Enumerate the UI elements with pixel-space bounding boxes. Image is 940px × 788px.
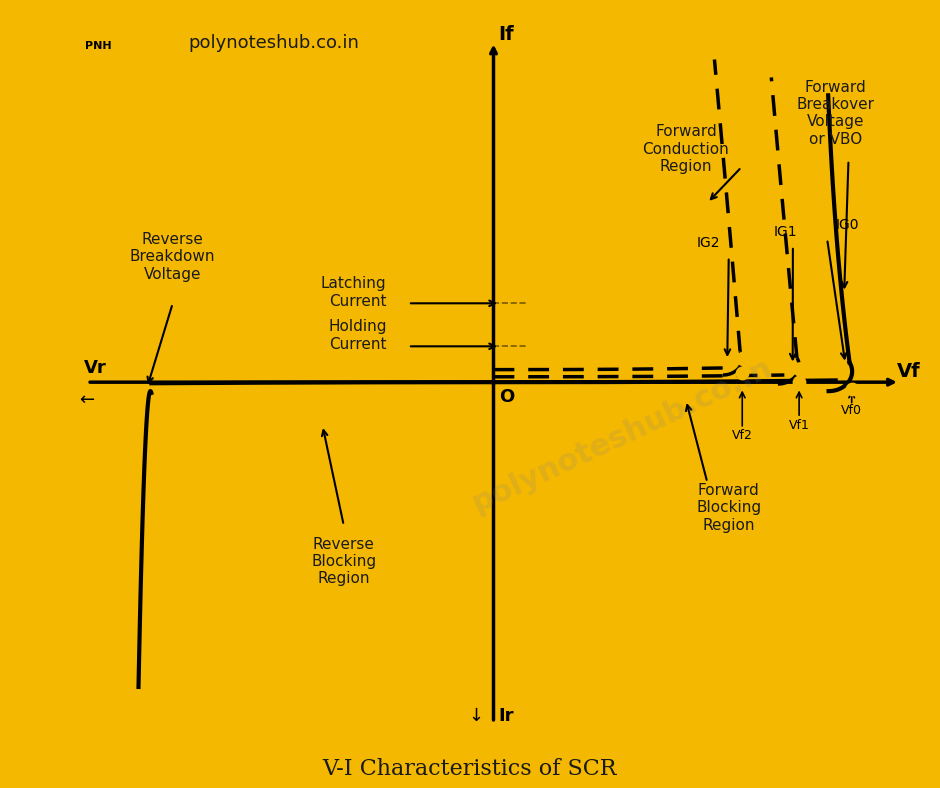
Text: ↓: ↓ — [469, 707, 484, 725]
Text: IG2: IG2 — [697, 236, 720, 250]
Text: Ir: Ir — [498, 707, 514, 725]
Text: Latching
Current: Latching Current — [321, 277, 386, 309]
Text: Reverse
Breakdown
Voltage: Reverse Breakdown Voltage — [130, 232, 215, 281]
Text: Holding
Current: Holding Current — [328, 319, 386, 351]
Circle shape — [70, 19, 129, 76]
Text: Forward
Conduction
Region: Forward Conduction Region — [643, 125, 729, 174]
Text: Vf2: Vf2 — [732, 429, 753, 442]
Text: Vf: Vf — [897, 362, 920, 381]
Text: polynoteshub.co.in: polynoteshub.co.in — [467, 354, 776, 519]
Text: IG1: IG1 — [774, 225, 797, 239]
Text: polynoteshub.co.in: polynoteshub.co.in — [188, 35, 359, 52]
Text: ←: ← — [80, 391, 95, 409]
Text: If: If — [498, 25, 514, 44]
Text: Reverse
Blocking
Region: Reverse Blocking Region — [311, 537, 376, 586]
Text: Vf0: Vf0 — [841, 404, 862, 418]
Text: Forward
Breakover
Voltage
or VBO: Forward Breakover Voltage or VBO — [797, 80, 874, 147]
Text: O: O — [499, 388, 514, 406]
Point — [844, 383, 859, 396]
Text: Vf1: Vf1 — [789, 418, 809, 432]
Point — [791, 376, 807, 388]
Text: PNH: PNH — [86, 41, 112, 51]
Text: V-I Characteristics of SCR: V-I Characteristics of SCR — [322, 758, 618, 780]
Text: Forward
Blocking
Region: Forward Blocking Region — [697, 483, 761, 533]
Text: Vr: Vr — [85, 359, 107, 377]
Point — [735, 367, 750, 380]
Text: IG0: IG0 — [836, 217, 859, 232]
